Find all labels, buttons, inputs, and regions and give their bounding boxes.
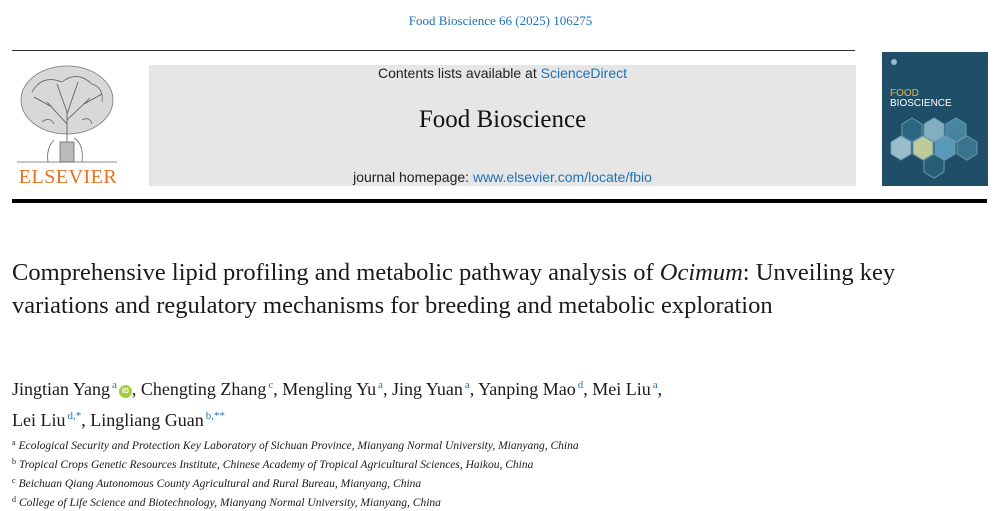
author: Lingliang Guan b,** xyxy=(90,410,225,430)
author: Jingtian Yang aiD, xyxy=(12,379,141,399)
journal-title: Food Bioscience xyxy=(418,106,587,133)
author-affiliation-marker[interactable]: d xyxy=(577,379,584,391)
author-affiliation-marker[interactable]: c xyxy=(268,379,274,391)
author-affiliation-marker[interactable]: a xyxy=(112,379,117,391)
author-separator: , xyxy=(81,410,91,430)
author: Chengting Zhang c, xyxy=(141,379,282,399)
affiliation-item: a Ecological Security and Protection Key … xyxy=(12,435,912,454)
cover-hexagon-art xyxy=(882,52,988,186)
homepage-prefix: journal homepage: xyxy=(353,169,473,185)
author-name[interactable]: Lei Liu xyxy=(12,410,66,430)
author-affiliation-marker[interactable]: a xyxy=(652,379,658,391)
affiliation-marker: c xyxy=(12,476,16,485)
journal-homepage-line: journal homepage: www.elsevier.com/locat… xyxy=(149,169,856,185)
author: Lei Liu d,*, xyxy=(12,410,90,430)
affiliation-marker: a xyxy=(12,438,16,447)
author-name[interactable]: Chengting Zhang xyxy=(140,379,267,399)
journal-header-box: Contents lists available at ScienceDirec… xyxy=(149,65,856,186)
affiliation-item: b Tropical Crops Genetic Resources Instit… xyxy=(12,454,912,473)
author-name[interactable]: Jingtian Yang xyxy=(12,379,111,399)
journal-homepage-link[interactable]: www.elsevier.com/locate/fbio xyxy=(472,169,652,185)
affiliation-text: College of Life Science and Biotechnolog… xyxy=(19,497,441,509)
author-name[interactable]: Jing Yuan xyxy=(392,379,463,399)
author: Jing Yuan a, xyxy=(392,379,478,399)
header-bottom-rule xyxy=(12,199,987,203)
article-title-species: Ocimum xyxy=(659,259,743,286)
affiliation-list: a Ecological Security and Protection Key … xyxy=(12,435,912,511)
journal-cover-thumbnail[interactable]: FOOD BIOSCIENCE xyxy=(882,52,988,186)
elsevier-wordmark: ELSEVIER xyxy=(18,166,118,188)
author-affiliation-marker[interactable]: d,* xyxy=(67,410,82,422)
author-separator: , xyxy=(657,379,663,399)
contents-availability-line: Contents lists available at ScienceDirec… xyxy=(149,65,856,81)
journal-citation[interactable]: Food Bioscience 66 (2025) 106275 xyxy=(408,13,593,28)
author: Mengling Yu a, xyxy=(282,379,392,399)
cover-title-line1: FOOD xyxy=(890,88,919,99)
author-name[interactable]: Mengling Yu xyxy=(282,379,377,399)
author-name[interactable]: Mei Liu xyxy=(592,379,651,399)
sciencedirect-link[interactable]: ScienceDirect xyxy=(540,65,627,81)
orcid-icon[interactable]: iD xyxy=(118,385,132,398)
author-separator: , xyxy=(131,379,141,399)
author-name[interactable]: Lingliang Guan xyxy=(90,410,204,430)
author-separator: , xyxy=(273,379,283,399)
author: Mei Liu a, xyxy=(592,379,662,399)
author-name[interactable]: Yanping Mao xyxy=(478,379,576,399)
author-separator: , xyxy=(583,379,593,399)
cover-title: FOOD BIOSCIENCE xyxy=(890,89,952,109)
affiliation-text: Beichuan Qiang Autonomous County Agricul… xyxy=(18,478,422,490)
affiliation-item: c Beichuan Qiang Autonomous County Agricu… xyxy=(12,473,912,492)
affiliation-item: d College of Life Science and Biotechnolo… xyxy=(12,492,912,511)
author-separator: , xyxy=(469,379,479,399)
affiliation-marker: b xyxy=(12,457,16,466)
affiliation-marker: d xyxy=(12,495,16,504)
elsevier-tree-logo[interactable] xyxy=(12,62,122,190)
author-separator: , xyxy=(383,379,393,399)
affiliation-text: Ecological Security and Protection Key L… xyxy=(18,440,579,452)
author-affiliation-marker[interactable]: b,** xyxy=(205,410,225,422)
author-affiliation-marker[interactable]: a xyxy=(378,379,384,391)
article-title: Comprehensive lipid profiling and metabo… xyxy=(12,256,912,322)
author-affiliation-marker[interactable]: a xyxy=(464,379,470,391)
contents-prefix: Contents lists available at xyxy=(377,65,541,81)
cover-title-line2: BIOSCIENCE xyxy=(890,98,952,109)
article-title-part1: Comprehensive lipid profiling and metabo… xyxy=(12,259,660,286)
author-list: Jingtian Yang aiD, Chengting Zhang c, Meng… xyxy=(12,372,892,434)
affiliation-text: Tropical Crops Genetic Resources Institu… xyxy=(19,459,534,471)
header-top-rule xyxy=(12,50,855,51)
article-title-part2: : Unveiling key variations and regulator… xyxy=(12,259,896,319)
author: Yanping Mao d, xyxy=(478,379,592,399)
